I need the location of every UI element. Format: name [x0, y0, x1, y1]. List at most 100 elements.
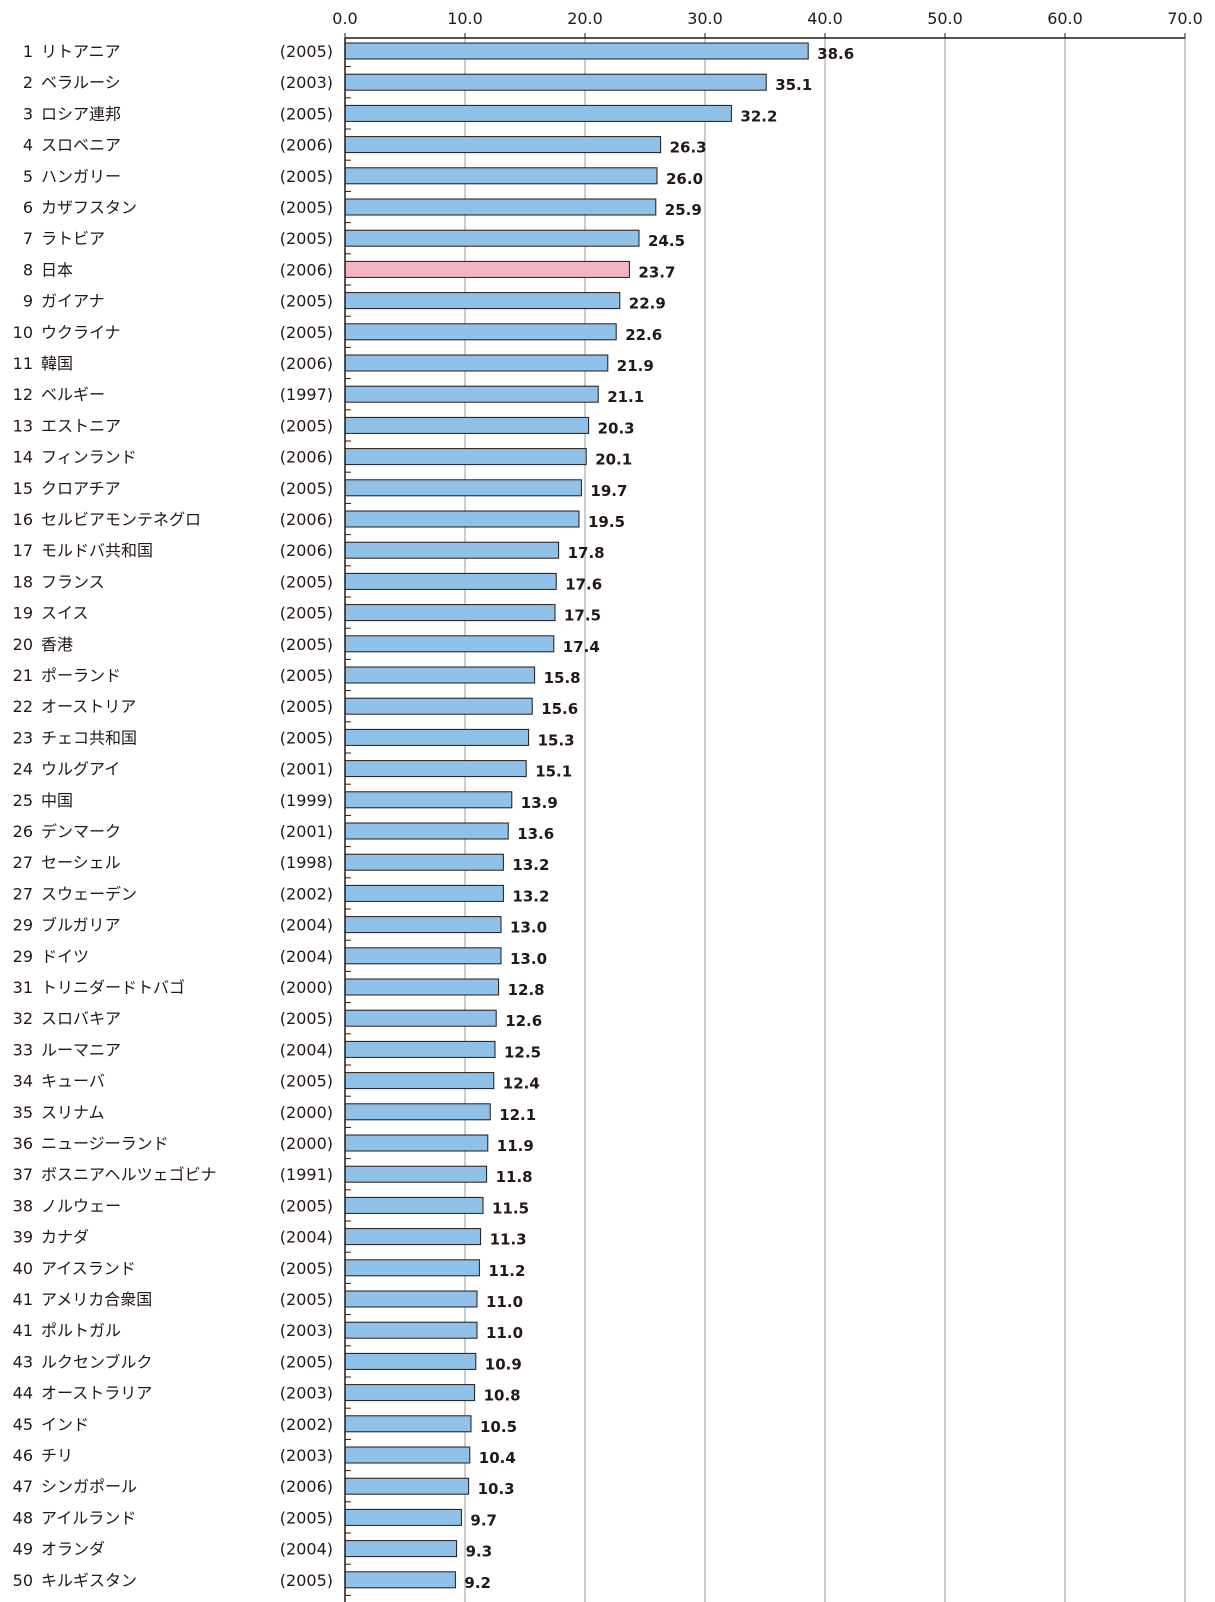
- country-label: ルクセンブルク: [41, 1352, 153, 1371]
- bar: [344, 1228, 482, 1246]
- value-label: 11.2: [488, 1262, 525, 1280]
- year-label: (2006): [280, 510, 333, 529]
- country-label: スイス: [41, 604, 89, 623]
- rank-label: 26: [13, 822, 33, 841]
- rank-label: 25: [13, 791, 33, 810]
- bar-row: 29 ドイツ (2004) 13.0: [13, 947, 547, 972]
- rank-label: 40: [13, 1259, 33, 1278]
- bar: [344, 354, 609, 372]
- bar: [344, 198, 657, 216]
- x-tick-label: 0.0: [332, 9, 357, 28]
- bar: [344, 1352, 477, 1370]
- bar-row: 20 香港 (2005) 17.4: [13, 635, 600, 660]
- bar-row: 1 リトアニア (2005) 38.6: [23, 42, 854, 68]
- value-label: 13.6: [517, 825, 554, 843]
- rank-label: 21: [13, 666, 33, 685]
- country-label: キューバ: [41, 1072, 105, 1091]
- country-label: ラトビア: [41, 229, 105, 248]
- value-label: 10.8: [484, 1387, 521, 1405]
- rank-label: 46: [13, 1446, 33, 1465]
- bar: [344, 416, 590, 434]
- value-label: 22.6: [625, 326, 662, 344]
- bar-row: 14 フィンランド (2006) 20.1: [13, 448, 632, 473]
- bar-row: 3 ロシア連邦 (2005) 32.2: [23, 104, 777, 130]
- country-label: ウクライナ: [41, 323, 121, 342]
- bar-rows: 1 リトアニア (2005) 38.6 2 ベラルーシ (2003) 35.1 3 ロシア連邦 (2…: [13, 42, 854, 1596]
- x-tick-label: 70.0: [1167, 9, 1203, 28]
- value-label: 26.0: [666, 170, 703, 188]
- bar: [344, 1072, 495, 1090]
- bar-row: 35 スリナム (2000) 12.1: [13, 1103, 536, 1128]
- year-label: (2005): [280, 42, 333, 61]
- year-label: (2005): [280, 229, 333, 248]
- year-label: (2001): [280, 822, 333, 841]
- bar-row: 15 クロアチア (2005) 19.7: [13, 479, 627, 504]
- value-label: 17.6: [565, 575, 602, 593]
- bar-row: 37 ボスニアヘルツェゴビナ (1991) 11.8: [13, 1165, 533, 1191]
- bar-row: 2 ベラルーシ (2003) 35.1: [23, 73, 812, 99]
- bar-row: 25 中国 (1999) 13.9: [13, 791, 558, 816]
- year-label: (2005): [280, 728, 333, 747]
- country-label: オランダ: [41, 1540, 105, 1559]
- country-label: ボスニアヘルツェゴビナ: [41, 1165, 217, 1184]
- year-label: (2005): [280, 323, 333, 342]
- bar: [344, 666, 536, 684]
- bar: [344, 728, 530, 746]
- country-label: デンマーク: [41, 822, 121, 841]
- value-label: 12.8: [508, 981, 545, 999]
- year-label: (2000): [280, 978, 333, 997]
- bar-row: 27 セーシェル (1998) 13.2: [13, 853, 549, 879]
- bar: [344, 822, 509, 840]
- year-label: (2005): [280, 1009, 333, 1028]
- year-label: (2003): [280, 1446, 333, 1465]
- value-label: 26.3: [670, 139, 707, 157]
- year-label: (2003): [280, 1321, 333, 1340]
- bar: [344, 916, 502, 934]
- value-label: 15.1: [535, 763, 572, 781]
- year-label: (2005): [280, 198, 333, 217]
- value-label: 13.2: [512, 856, 549, 874]
- year-label: (1997): [280, 385, 333, 404]
- bar-row: 16 セルビアモンテネグロ (2006) 19.5: [13, 510, 625, 536]
- bar: [344, 167, 658, 185]
- country-label: カザフスタン: [41, 198, 137, 217]
- rank-label: 43: [13, 1352, 33, 1371]
- year-label: (2004): [280, 916, 333, 935]
- year-label: (2003): [280, 1384, 333, 1403]
- x-tick-label: 60.0: [1047, 9, 1083, 28]
- country-label: ロシア連邦: [41, 104, 121, 123]
- bar-row: 38 ノルウェー (2005) 11.5: [13, 1196, 529, 1222]
- bar-row: 10 ウクライナ (2005) 22.6: [13, 323, 662, 348]
- value-label: 17.8: [568, 544, 605, 562]
- value-label: 22.9: [629, 295, 666, 313]
- rank-label: 5: [23, 167, 33, 186]
- bar: [344, 1134, 489, 1152]
- value-label: 9.7: [470, 1511, 497, 1529]
- rank-label: 45: [13, 1415, 33, 1434]
- bar-row: 23 チェコ共和国 (2005) 15.3: [13, 728, 575, 754]
- rank-label: 2: [23, 73, 33, 92]
- rank-label: 27: [13, 884, 33, 903]
- value-label: 9.2: [464, 1574, 491, 1592]
- country-label: クロアチア: [41, 479, 121, 498]
- value-label: 35.1: [775, 76, 812, 94]
- year-label: (2001): [280, 760, 333, 779]
- rank-label: 14: [13, 448, 33, 467]
- bar: [344, 1259, 480, 1277]
- bar: [344, 292, 621, 310]
- bar-row: 41 ポルトガル (2003) 11.0: [13, 1321, 523, 1347]
- country-label: ポーランド: [41, 666, 121, 685]
- bar-row: 22 オーストリア (2005) 15.6: [13, 697, 578, 723]
- country-label: オーストリア: [41, 697, 136, 716]
- rank-label: 19: [13, 604, 33, 623]
- bar-row: 9 ガイアナ (2005) 22.9: [23, 292, 666, 317]
- bar-row: 45 インド (2002) 10.5: [13, 1415, 517, 1440]
- value-label: 11.0: [486, 1293, 523, 1311]
- rank-label: 17: [13, 541, 33, 560]
- rank-label: 23: [13, 728, 33, 747]
- rank-label: 13: [13, 416, 33, 435]
- value-label: 11.3: [490, 1231, 527, 1249]
- bar: [344, 323, 617, 341]
- x-tick-label: 10.0: [447, 9, 483, 28]
- year-label: (2005): [280, 572, 333, 591]
